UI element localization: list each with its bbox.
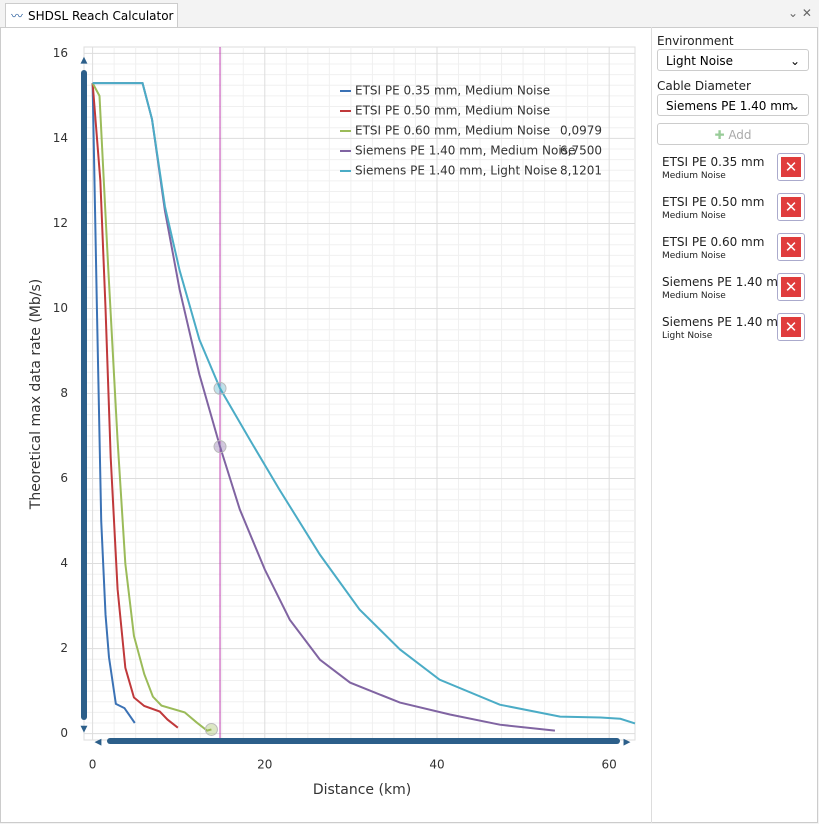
- add-label: Add: [728, 128, 752, 142]
- cursor-marker: [213, 440, 227, 454]
- series-line: [91, 82, 212, 732]
- y-tick-label: 0: [60, 726, 68, 740]
- y-tick-label: 6: [60, 471, 68, 485]
- add-button[interactable]: ✚ Add: [657, 123, 809, 145]
- legend-label: Siemens PE 1.40 mm, Medium Noise: [355, 144, 575, 158]
- chart: 0 20 40 60 0 2 4 6 8 10 12 14 16 ETSI PE 0.35 mm, Med…: [28, 46, 636, 798]
- x-tick-label: 60: [602, 758, 617, 772]
- legend-label: ETSI PE 0.60 mm, Medium Noise: [355, 124, 550, 138]
- item: ETSI PE 0.35 mm Medium Noise: [662, 155, 764, 181]
- item-name: ETSI PE 0.35 mm: [662, 155, 765, 169]
- y-axis-title: Theoretical max data rate (Mb/s): [28, 279, 44, 510]
- x-tick-label: 20: [257, 758, 272, 772]
- item: Siemens PE 1.40 mm Medium Noise: [662, 275, 790, 301]
- remove-icon: ✕: [781, 157, 801, 177]
- cable-label: Cable Diameter: [657, 79, 751, 93]
- remove-button[interactable]: ✕: [777, 153, 805, 181]
- y-tick-label: 4: [60, 556, 68, 570]
- item-noise: Medium Noise: [662, 171, 726, 181]
- item: Siemens PE 1.40 mm Light Noise: [662, 315, 790, 341]
- remove-button[interactable]: ✕: [777, 233, 805, 261]
- item: ETSI PE 0.60 mm Medium Noise: [662, 235, 764, 261]
- cursor-marker: [213, 381, 227, 395]
- scroll-left[interactable]: ◀: [95, 738, 102, 748]
- series-line: [92, 82, 636, 725]
- remove-button[interactable]: ✕: [777, 193, 805, 221]
- legend-label: ETSI PE 0.50 mm, Medium Noise: [355, 104, 550, 118]
- series-line: [91, 83, 179, 729]
- scroll-up[interactable]: ▲: [81, 56, 88, 66]
- scroll-down[interactable]: ▼: [81, 725, 88, 735]
- x-tick-label: 40: [429, 758, 444, 772]
- y-tick-label: 2: [60, 641, 68, 655]
- y-tick-label: 10: [53, 301, 68, 315]
- divider: [651, 27, 652, 823]
- remove-icon: ✕: [781, 277, 801, 297]
- cable-value: Siemens PE 1.40 mm: [666, 99, 794, 113]
- item-name: ETSI PE 0.50 mm: [662, 195, 765, 209]
- legend-value: 0,0979: [560, 124, 602, 138]
- item-noise: Medium Noise: [662, 291, 726, 301]
- series-line: [91, 83, 136, 724]
- remove-icon: ✕: [781, 197, 801, 217]
- item-noise: Light Noise: [662, 331, 713, 341]
- x-axis-title: Distance (km): [313, 782, 411, 798]
- legend-label: ETSI PE 0.35 mm, Medium Noise: [355, 84, 550, 98]
- y-tick-label: 12: [53, 216, 68, 230]
- item: ETSI PE 0.50 mm Medium Noise: [662, 195, 764, 221]
- y-tick-label: 8: [60, 386, 68, 400]
- cursor-marker: [204, 722, 218, 736]
- remove-icon: ✕: [781, 317, 801, 337]
- item-noise: Medium Noise: [662, 251, 726, 261]
- environment-label: Environment: [657, 34, 734, 48]
- scroll-right[interactable]: ▶: [624, 738, 631, 748]
- tab-title: SHDSL Reach Calculator: [28, 9, 174, 23]
- item-noise: Medium Noise: [662, 211, 726, 221]
- window-controls[interactable]: ⌄ ✕: [788, 6, 812, 20]
- y-tick-label: 14: [53, 131, 68, 145]
- cable-select[interactable]: Siemens PE 1.40 mm ⌄: [657, 94, 809, 116]
- h-scrollbar[interactable]: [107, 738, 620, 744]
- y-tick-label: 16: [53, 46, 68, 60]
- remove-button[interactable]: ✕: [777, 273, 805, 301]
- legend-value: 8,1201: [560, 164, 602, 178]
- legend-label: Siemens PE 1.40 mm, Light Noise: [355, 164, 557, 178]
- item-name: Siemens PE 1.40 mm: [662, 275, 790, 289]
- remove-button[interactable]: ✕: [777, 313, 805, 341]
- item-name: Siemens PE 1.40 mm: [662, 315, 790, 329]
- remove-icon: ✕: [781, 237, 801, 257]
- tab[interactable]: 〰 SHDSL Reach Calculator: [5, 3, 178, 27]
- legend-value: 6,7500: [560, 144, 602, 158]
- environment-value: Light Noise: [666, 54, 734, 68]
- item-name: ETSI PE 0.60 mm: [662, 235, 765, 249]
- environment-select[interactable]: Light Noise ⌄: [657, 49, 809, 71]
- x-tick-label: 0: [89, 758, 97, 772]
- v-scrollbar[interactable]: [81, 70, 87, 720]
